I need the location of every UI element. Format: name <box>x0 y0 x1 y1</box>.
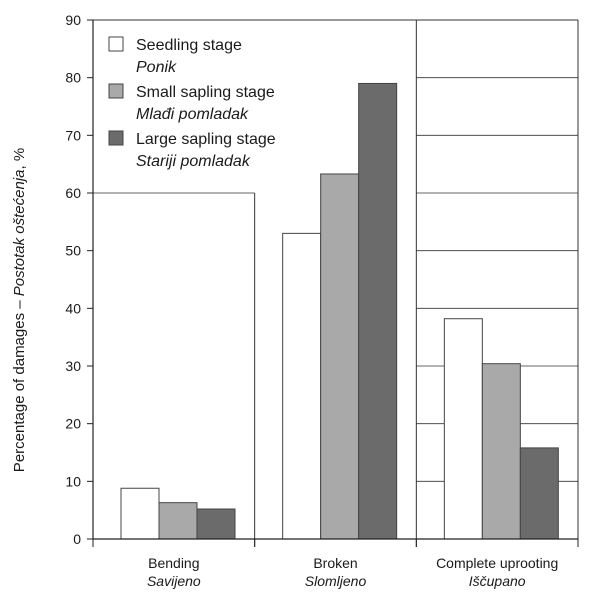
bar-seedling-stage-broken <box>282 232 322 540</box>
category-label: Complete uprooting <box>436 555 558 571</box>
legend-label: Seedling stage <box>136 37 242 54</box>
legend-swatch <box>108 83 124 99</box>
bar-large-sapling-stage-bending <box>196 508 236 540</box>
bar-seedling-stage-complete-uprooting <box>443 318 483 540</box>
category-label-hr: Slomljeno <box>305 573 367 589</box>
bar-seedling-stage-bending <box>120 487 160 540</box>
y-tick-label: 80 <box>65 70 81 86</box>
legend-label: Small sapling stage <box>136 84 275 101</box>
y-axis-title: Percentage of damages – Postotak oštećen… <box>11 148 28 472</box>
y-tick-label: 60 <box>65 185 81 201</box>
legend-swatch <box>108 36 124 52</box>
legend: Seedling stage Ponik Small sapling stage Ml… <box>108 36 276 170</box>
category-label-hr: Savijeno <box>147 573 201 589</box>
y-tick-label: 90 <box>65 12 81 28</box>
legend-swatch <box>108 130 124 146</box>
bars <box>120 82 559 540</box>
y-tick-label: 20 <box>65 416 81 432</box>
category-label-hr: Iščupano <box>469 573 526 589</box>
y-tick-label: 0 <box>73 531 81 547</box>
bar-large-sapling-stage-broken <box>358 82 398 540</box>
legend-label-hr: Stariji pomladak <box>136 153 251 170</box>
y-tick-label: 40 <box>65 300 81 316</box>
bar-small-sapling-stage-broken <box>320 173 360 540</box>
category-label: Bending <box>148 555 199 571</box>
legend-label: Large sapling stage <box>136 131 276 148</box>
bar-large-sapling-stage-complete-uprooting <box>519 447 559 540</box>
y-tick-label: 30 <box>65 358 81 374</box>
bar-small-sapling-stage-complete-uprooting <box>481 363 521 540</box>
legend-label-hr: Mlađi pomladak <box>136 106 249 123</box>
y-tick-label: 10 <box>65 473 81 489</box>
legend-label-hr: Ponik <box>136 59 177 76</box>
y-tick-label: 50 <box>65 243 81 259</box>
category-label: Broken <box>313 555 357 571</box>
y-tick-label: 70 <box>65 127 81 143</box>
axes: Bending Savijeno Broken Slomljeno Complete u… <box>65 12 579 589</box>
bar-small-sapling-stage-bending <box>158 502 198 540</box>
gridlines <box>93 77 578 482</box>
